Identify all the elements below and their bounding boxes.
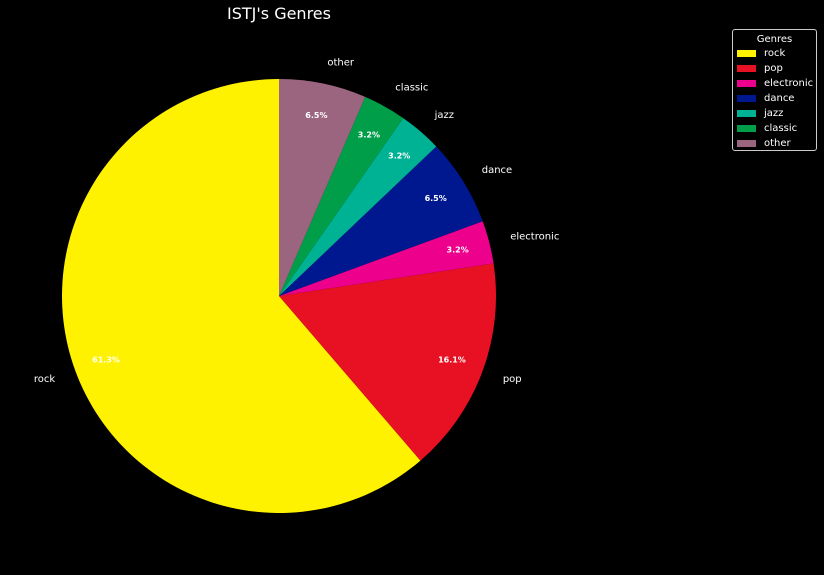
slice-label-classic: classic (395, 83, 428, 94)
pie-slice-other (279, 79, 366, 296)
slice-label-electronic: electronic (510, 232, 559, 243)
legend-swatch (737, 50, 756, 57)
pie-slice-classic (279, 96, 404, 296)
legend-swatch (737, 140, 756, 147)
slice-label-jazz: jazz (434, 110, 454, 121)
legend-label: dance (764, 93, 795, 104)
legend-label: other (764, 138, 791, 149)
slice-label-rock: rock (34, 374, 56, 385)
legend-swatch (737, 95, 756, 102)
pie-slice-electronic (279, 221, 494, 296)
pct-label-jazz: 3.2% (388, 152, 410, 161)
slice-label-other: other (327, 57, 355, 68)
legend-item-jazz: jazz (733, 106, 816, 121)
pie-slice-rock (62, 79, 421, 513)
legend-item-pop: pop (733, 61, 816, 76)
legend-label: rock (764, 48, 786, 59)
pie-slice-jazz (279, 118, 437, 296)
legend-item-rock: rock (733, 46, 816, 61)
legend-item-other: other (733, 136, 816, 151)
pie-labels: rock 61.3% pop 16.1% electronic 3.2% dance 6.5%… (34, 57, 559, 385)
pct-label-dance: 6.5% (425, 194, 447, 203)
legend-items: rock pop electronic dance jazz classic other (733, 46, 816, 151)
pct-label-electronic: 3.2% (447, 246, 469, 255)
legend-item-classic: classic (733, 121, 816, 136)
chart-title: ISTJ's Genres (227, 4, 331, 23)
legend-label: electronic (764, 78, 814, 89)
legend-label: classic (764, 123, 798, 134)
legend-swatch (737, 65, 756, 72)
legend-title: Genres (756, 34, 793, 45)
pct-label-other: 6.5% (305, 111, 327, 120)
legend-swatch (737, 80, 756, 87)
slice-label-pop: pop (503, 374, 522, 385)
legend-item-dance: dance (733, 91, 816, 106)
legend: Genres rock pop electronic dance jazz classic… (732, 29, 817, 151)
pie-slice-dance (279, 146, 483, 296)
legend-item-electronic: electronic (733, 76, 816, 91)
pie-slice-pop (279, 263, 496, 461)
legend-label: pop (764, 63, 783, 74)
pie-slices (62, 79, 496, 513)
legend-label: jazz (764, 108, 784, 119)
pct-label-classic: 3.2% (358, 130, 380, 139)
legend-swatch (737, 125, 756, 132)
pct-label-pop: 16.1% (438, 356, 466, 365)
pct-label-rock: 61.3% (92, 356, 120, 365)
legend-swatch (737, 110, 756, 117)
slice-label-dance: dance (482, 165, 512, 176)
